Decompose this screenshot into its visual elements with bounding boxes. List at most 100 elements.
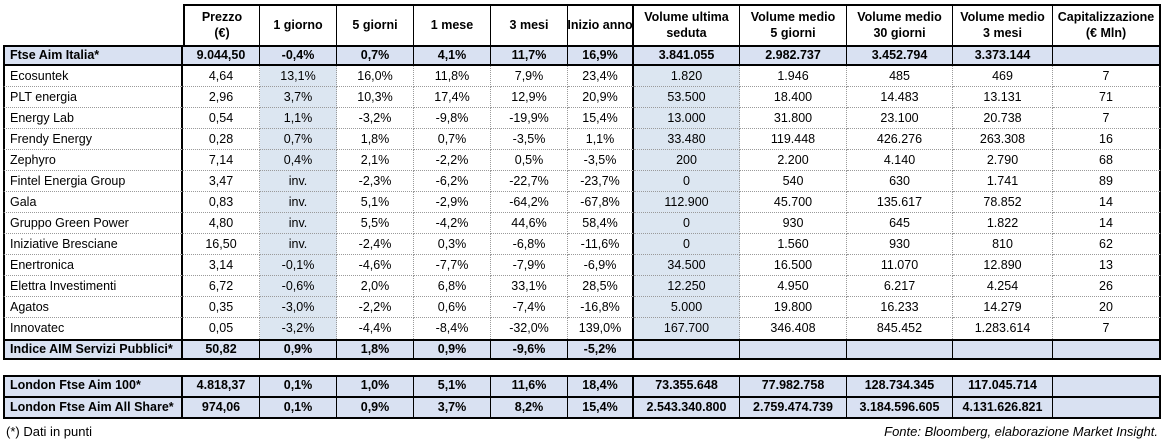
- cell: 7,14: [183, 150, 260, 171]
- cell: 117.045.714: [953, 375, 1053, 397]
- cell: 3.184.596.605: [847, 397, 953, 419]
- cell: inv.: [260, 234, 337, 255]
- cell: 5.000: [634, 297, 740, 318]
- column-header-label: Capitalizzazione: [1057, 10, 1155, 25]
- column-header-sublabel: 3 mesi: [983, 25, 1022, 40]
- row-name: Fintel Energia Group: [3, 171, 183, 192]
- cell: 0,35: [183, 297, 260, 318]
- cell: 2.759.474.739: [740, 397, 847, 419]
- cell: 0: [634, 234, 740, 255]
- cell: 0,7%: [337, 45, 414, 66]
- cell: 2,0%: [337, 276, 414, 297]
- cell: 14: [1053, 213, 1161, 234]
- cell: -64,2%: [491, 192, 568, 213]
- cell: 1,8%: [337, 339, 414, 360]
- cell: 28,5%: [568, 276, 634, 297]
- row-name: Elettra Investimenti: [3, 276, 183, 297]
- cell: [1053, 397, 1161, 419]
- cell: inv.: [260, 213, 337, 234]
- cell: 0: [634, 171, 740, 192]
- cell: -19,9%: [491, 108, 568, 129]
- cell: 15,4%: [568, 397, 634, 419]
- cell: 31.800: [740, 108, 847, 129]
- cell: 45.700: [740, 192, 847, 213]
- row-name: Gruppo Green Power: [3, 213, 183, 234]
- column-header-inizio-anno: Inizio anno: [568, 4, 634, 45]
- header-corner-cell: [3, 4, 183, 45]
- row-name: Enertronica: [3, 255, 183, 276]
- cell: 16,9%: [568, 45, 634, 66]
- cell: 4.131.626.821: [953, 397, 1053, 419]
- cell: 5,1%: [337, 192, 414, 213]
- cell: -2,3%: [337, 171, 414, 192]
- cell: 78.852: [953, 192, 1053, 213]
- cell: -4,2%: [414, 213, 491, 234]
- cell: 17,4%: [414, 87, 491, 108]
- cell: 7: [1053, 66, 1161, 87]
- column-header-label: Volume ultima: [644, 10, 729, 25]
- cell: 167.700: [634, 318, 740, 339]
- cell: -6,8%: [491, 234, 568, 255]
- cell: 14.279: [953, 297, 1053, 318]
- cell: -7,4%: [491, 297, 568, 318]
- cell: 0,9%: [414, 339, 491, 360]
- cell: 540: [740, 171, 847, 192]
- column-header-sublabel: seduta: [666, 25, 707, 40]
- column-header-volume-ultima-seduta: Volume ultima seduta: [634, 4, 740, 45]
- cell: -7,9%: [491, 255, 568, 276]
- cell: 810: [953, 234, 1053, 255]
- main-table-body: Ftse Aim Italia* 9.044,50 -0,4% 0,7% 4,1% 11,…: [3, 45, 1161, 360]
- cell: -32,0%: [491, 318, 568, 339]
- table-row: Gruppo Green Power 4,80 inv. 5,5% -4,2% 44,6%…: [3, 213, 1161, 234]
- cell: 119.448: [740, 129, 847, 150]
- column-header-label: Volume medio: [857, 10, 942, 25]
- cell: 3,7%: [260, 87, 337, 108]
- cell: 4,80: [183, 213, 260, 234]
- table-row: Ftse Aim Italia* 9.044,50 -0,4% 0,7% 4,1% 11,…: [3, 45, 1161, 66]
- cell: 15,4%: [568, 108, 634, 129]
- cell: 73.355.648: [634, 375, 740, 397]
- row-name: Zephyro: [3, 150, 183, 171]
- cell: -2,2%: [414, 150, 491, 171]
- column-header-volume-medio-30-giorni: Volume medio 30 giorni: [847, 4, 953, 45]
- cell: -3,5%: [568, 150, 634, 171]
- cell: 12.890: [953, 255, 1053, 276]
- cell: 1.822: [953, 213, 1053, 234]
- cell: -11,6%: [568, 234, 634, 255]
- column-header-1-mese: 1 mese: [414, 4, 491, 45]
- cell: -7,7%: [414, 255, 491, 276]
- cell: 974,06: [183, 397, 260, 419]
- cell: [634, 339, 740, 360]
- cell: 11,7%: [491, 45, 568, 66]
- cell: -0,1%: [260, 255, 337, 276]
- column-header-sublabel: (€): [214, 25, 230, 40]
- cell: 5,1%: [414, 375, 491, 397]
- cell: 58,4%: [568, 213, 634, 234]
- cell: 18.400: [740, 87, 847, 108]
- cell: -23,7%: [568, 171, 634, 192]
- cell: -2,9%: [414, 192, 491, 213]
- cell: 4.254: [953, 276, 1053, 297]
- cell: -9,6%: [491, 339, 568, 360]
- cell: 16: [1053, 129, 1161, 150]
- column-header-sublabel: 5 giorni: [770, 25, 816, 40]
- cell: -0,4%: [260, 45, 337, 66]
- cell: -3,2%: [260, 318, 337, 339]
- cell: 0,4%: [260, 150, 337, 171]
- cell: 77.982.758: [740, 375, 847, 397]
- table-row: Ecosuntek 4,64 13,1% 16,0% 11,8% 7,9% 23,4% 1.8…: [3, 66, 1161, 87]
- row-name: PLT energia: [3, 87, 183, 108]
- cell: 0,83: [183, 192, 260, 213]
- cell: 930: [847, 234, 953, 255]
- table-row: Elettra Investimenti 6,72 -0,6% 2,0% 6,8% 33,…: [3, 276, 1161, 297]
- cell: -4,4%: [337, 318, 414, 339]
- cell: 12,9%: [491, 87, 568, 108]
- cell: 68: [1053, 150, 1161, 171]
- cell: 44,6%: [491, 213, 568, 234]
- cell: 1.820: [634, 66, 740, 87]
- cell: 0,05: [183, 318, 260, 339]
- cell: 6,8%: [414, 276, 491, 297]
- cell: 3,7%: [414, 397, 491, 419]
- cell: -3,5%: [491, 129, 568, 150]
- table-row: London Ftse Aim 100* 4.818,37 0,1% 1,0% 5,1%…: [3, 375, 1161, 397]
